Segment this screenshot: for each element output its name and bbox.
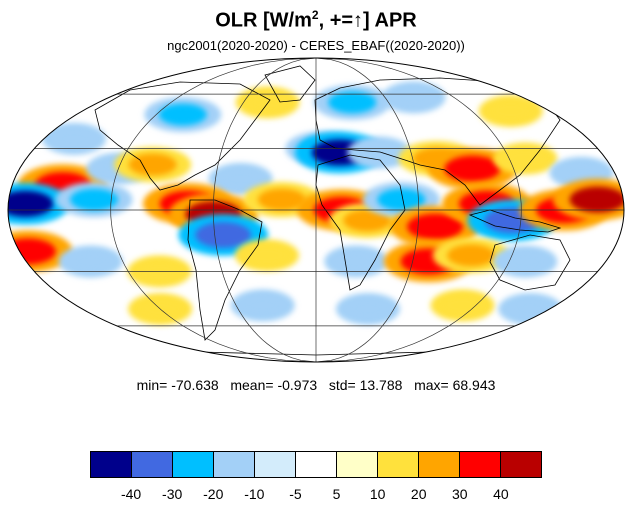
map-subtitle: ngc2001(2020-2020) - CERES_EBAF((2020-20…: [167, 38, 465, 53]
anomaly-patch: [442, 295, 483, 316]
anomaly-patch: [393, 87, 434, 108]
colorbar-box: [419, 452, 460, 477]
colorbar-labels: -40 -30 -20 -10 -5 5 10 20 30 40: [90, 486, 542, 504]
anomaly-patch: [407, 213, 464, 240]
globe-border: [7, 57, 625, 363]
colorbar-box: [132, 452, 173, 477]
anomaly-patch: [70, 251, 111, 272]
maritime-continent-outline: [468, 209, 562, 233]
anomaly-patch: [444, 155, 501, 182]
title-prefix: OLR [W/m: [215, 9, 312, 32]
anomaly-patch: [561, 162, 602, 183]
colorbar-tick-label: -20: [203, 486, 224, 502]
colorbar-tick-label: 20: [410, 486, 427, 502]
anomaly-patch: [447, 244, 496, 267]
title-suffix: , +=↑] APR: [318, 9, 417, 32]
colorbar-tick-label: -30: [162, 486, 183, 502]
max-value: 68.943: [452, 377, 496, 393]
colorbar-tick-label: 40: [493, 486, 509, 502]
anomaly-patch: [347, 298, 388, 319]
mean-label: mean=: [230, 377, 274, 393]
min-value: -70.638: [171, 377, 219, 393]
anomaly-patch: [377, 188, 426, 211]
anomaly-patch: [158, 103, 207, 126]
anomaly-patch: [505, 148, 546, 169]
colorbar-box: [255, 452, 296, 477]
colorbar-box: [214, 452, 255, 477]
anomaly-patch: [328, 91, 377, 114]
anomaly-patch: [195, 221, 252, 248]
australia-outline: [489, 234, 571, 291]
colorbar-tick-label: -5: [289, 486, 302, 502]
mean-value: -0.973: [277, 377, 318, 393]
north-america-outline: [94, 81, 271, 191]
anomaly-patch: [569, 186, 624, 213]
std-value: 13.788: [359, 377, 403, 393]
min-label: min=: [136, 377, 168, 393]
title-superscript: 2: [311, 8, 319, 22]
colorbar-box: [296, 452, 337, 477]
colorbar-box: [173, 452, 214, 477]
statistics-line: min= -70.638 mean= -0.973 std= 13.788 ma…: [0, 377, 632, 393]
anomaly-patch: [510, 298, 551, 319]
colorbar-tick-label: 5: [332, 486, 341, 502]
anomaly-patch: [8, 238, 56, 265]
anomaly-patch: [490, 101, 531, 122]
anomaly-patch: [70, 188, 119, 211]
anomaly-patch: [128, 153, 177, 176]
anomaly-patch: [220, 168, 261, 189]
colorbar-box: [378, 452, 419, 477]
anomaly-patch: [247, 92, 288, 113]
colorbar: [90, 451, 542, 478]
anomaly-patch: [359, 142, 400, 163]
max-label: max=: [414, 377, 449, 393]
map-title: OLR [W/m2, +=↑] APR: [0, 8, 632, 33]
colorbar-box: [337, 452, 378, 477]
greenland-outline: [264, 65, 316, 103]
colorbar-tick-label: -40: [120, 486, 142, 502]
colorbar-tick-label: -10: [244, 486, 265, 502]
africa-outline: [315, 154, 406, 291]
anomaly-patch: [343, 209, 392, 232]
anomaly-patch: [505, 251, 546, 272]
colorbar-box: [501, 452, 541, 477]
std-label: std=: [328, 377, 356, 393]
colorbar-box: [460, 452, 501, 477]
anomaly-patch: [54, 128, 95, 149]
anomaly-patch: [247, 245, 288, 266]
colorbar-tick-label: 30: [452, 486, 468, 502]
colorbar-tick-label: 10: [369, 486, 386, 502]
anomaly-patch: [242, 295, 283, 316]
graticule: [8, 57, 624, 363]
olr-anomaly-map: [7, 57, 625, 363]
colorbar-box: [91, 452, 132, 477]
anomaly-patch: [257, 188, 306, 211]
